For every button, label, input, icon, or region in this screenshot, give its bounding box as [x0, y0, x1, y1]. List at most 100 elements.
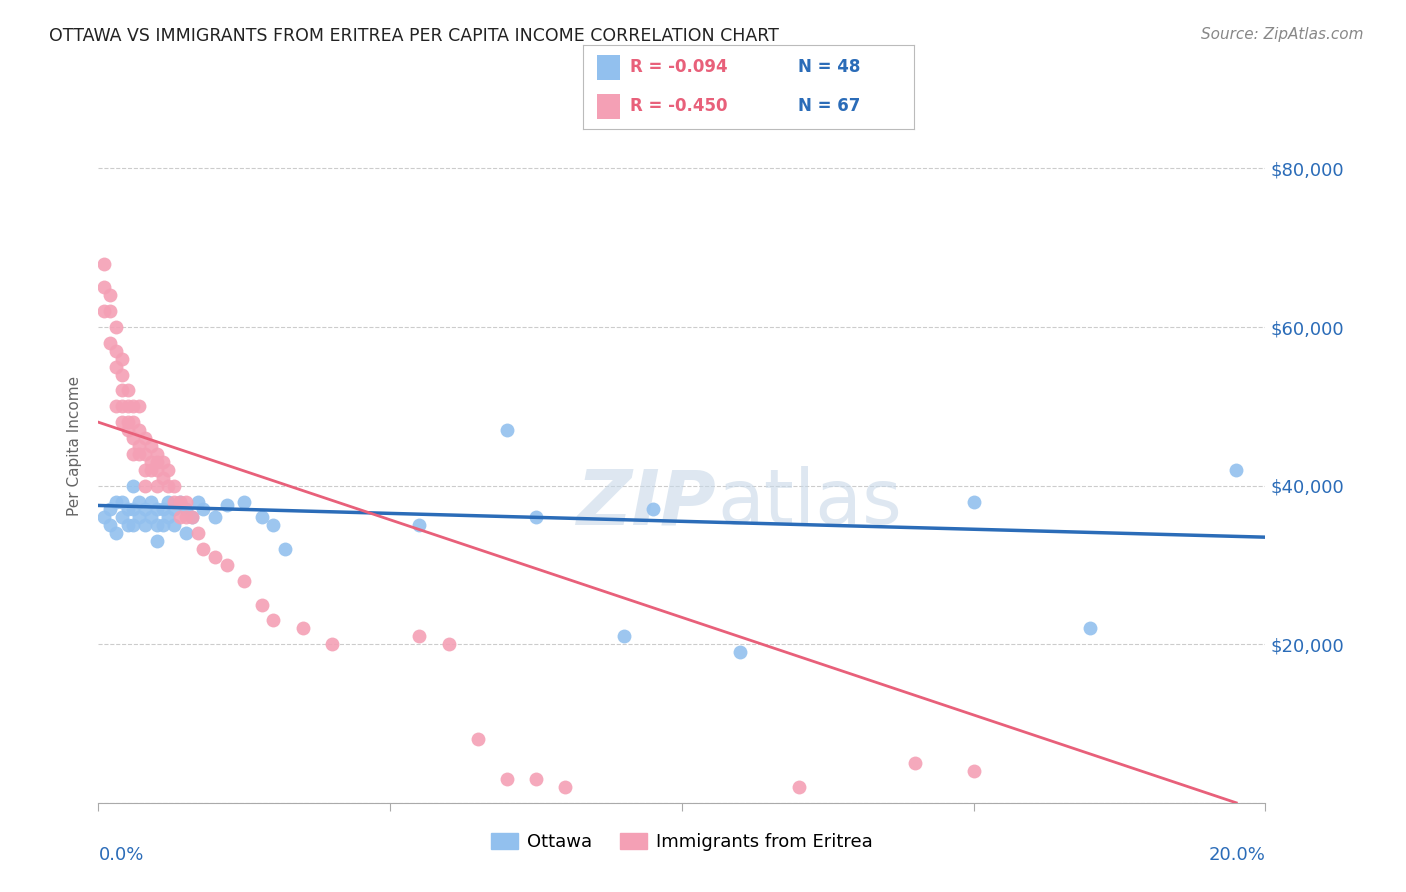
- Point: [174, 502, 197, 516]
- Point: [111, 384, 134, 398]
- Point: [111, 351, 134, 366]
- Point: [111, 510, 134, 524]
- Point: [524, 510, 547, 524]
- Point: [104, 320, 127, 334]
- Point: [408, 518, 430, 533]
- Y-axis label: Per Capita Income: Per Capita Income: [67, 376, 83, 516]
- Point: [204, 549, 226, 564]
- Point: [152, 502, 174, 516]
- Point: [139, 494, 162, 508]
- Point: [215, 499, 238, 513]
- Text: R = -0.450: R = -0.450: [630, 97, 727, 115]
- Point: [730, 645, 752, 659]
- Point: [496, 423, 519, 437]
- Point: [128, 510, 150, 524]
- Point: [146, 502, 169, 516]
- Point: [134, 518, 156, 533]
- Point: [134, 447, 156, 461]
- Point: [134, 502, 156, 516]
- Point: [104, 494, 127, 508]
- Point: [554, 780, 576, 794]
- Point: [174, 510, 197, 524]
- Point: [467, 732, 489, 747]
- Point: [787, 780, 810, 794]
- Text: atlas: atlas: [717, 467, 901, 540]
- Point: [93, 510, 115, 524]
- Point: [93, 304, 115, 318]
- Point: [139, 463, 162, 477]
- Point: [408, 629, 430, 643]
- Point: [163, 494, 186, 508]
- Bar: [596, 94, 620, 120]
- Point: [180, 510, 202, 524]
- Text: 20.0%: 20.0%: [1209, 846, 1265, 863]
- Point: [169, 494, 191, 508]
- Point: [169, 494, 191, 508]
- Point: [641, 502, 664, 516]
- Point: [128, 400, 150, 414]
- Point: [111, 494, 134, 508]
- Point: [122, 431, 145, 445]
- Point: [139, 510, 162, 524]
- Bar: [596, 54, 620, 80]
- Text: N = 67: N = 67: [799, 97, 860, 115]
- Point: [262, 614, 284, 628]
- Point: [904, 756, 927, 771]
- Point: [152, 455, 174, 469]
- Point: [1225, 463, 1247, 477]
- Point: [152, 471, 174, 485]
- Point: [204, 510, 226, 524]
- Point: [122, 447, 145, 461]
- Point: [157, 478, 180, 492]
- Point: [98, 335, 121, 350]
- Point: [134, 463, 156, 477]
- Point: [93, 257, 115, 271]
- Text: 0.0%: 0.0%: [98, 846, 143, 863]
- Point: [128, 439, 150, 453]
- Point: [139, 455, 162, 469]
- Point: [962, 494, 984, 508]
- Text: R = -0.094: R = -0.094: [630, 59, 727, 77]
- Point: [146, 455, 169, 469]
- Point: [117, 502, 139, 516]
- Point: [117, 423, 139, 437]
- Point: [193, 542, 215, 557]
- Point: [104, 400, 127, 414]
- Point: [1080, 621, 1102, 635]
- Point: [98, 288, 121, 302]
- Point: [321, 637, 343, 651]
- Point: [122, 400, 145, 414]
- Point: [233, 494, 256, 508]
- Point: [250, 598, 273, 612]
- Point: [117, 384, 139, 398]
- Point: [146, 478, 169, 492]
- Point: [157, 510, 180, 524]
- Point: [163, 518, 186, 533]
- Point: [128, 423, 150, 437]
- Point: [496, 772, 519, 786]
- Point: [111, 400, 134, 414]
- Point: [146, 463, 169, 477]
- Point: [187, 526, 209, 541]
- Point: [157, 494, 180, 508]
- Point: [187, 494, 209, 508]
- Point: [291, 621, 314, 635]
- Point: [163, 478, 186, 492]
- Text: OTTAWA VS IMMIGRANTS FROM ERITREA PER CAPITA INCOME CORRELATION CHART: OTTAWA VS IMMIGRANTS FROM ERITREA PER CA…: [49, 27, 779, 45]
- Point: [146, 447, 169, 461]
- Point: [250, 510, 273, 524]
- Point: [93, 280, 115, 294]
- Point: [612, 629, 634, 643]
- Point: [163, 502, 186, 516]
- Point: [152, 518, 174, 533]
- Point: [122, 478, 145, 492]
- Point: [962, 764, 984, 778]
- Text: N = 48: N = 48: [799, 59, 860, 77]
- Point: [104, 343, 127, 358]
- Point: [157, 463, 180, 477]
- Point: [122, 502, 145, 516]
- Point: [111, 415, 134, 429]
- Point: [128, 447, 150, 461]
- Point: [98, 502, 121, 516]
- Point: [174, 526, 197, 541]
